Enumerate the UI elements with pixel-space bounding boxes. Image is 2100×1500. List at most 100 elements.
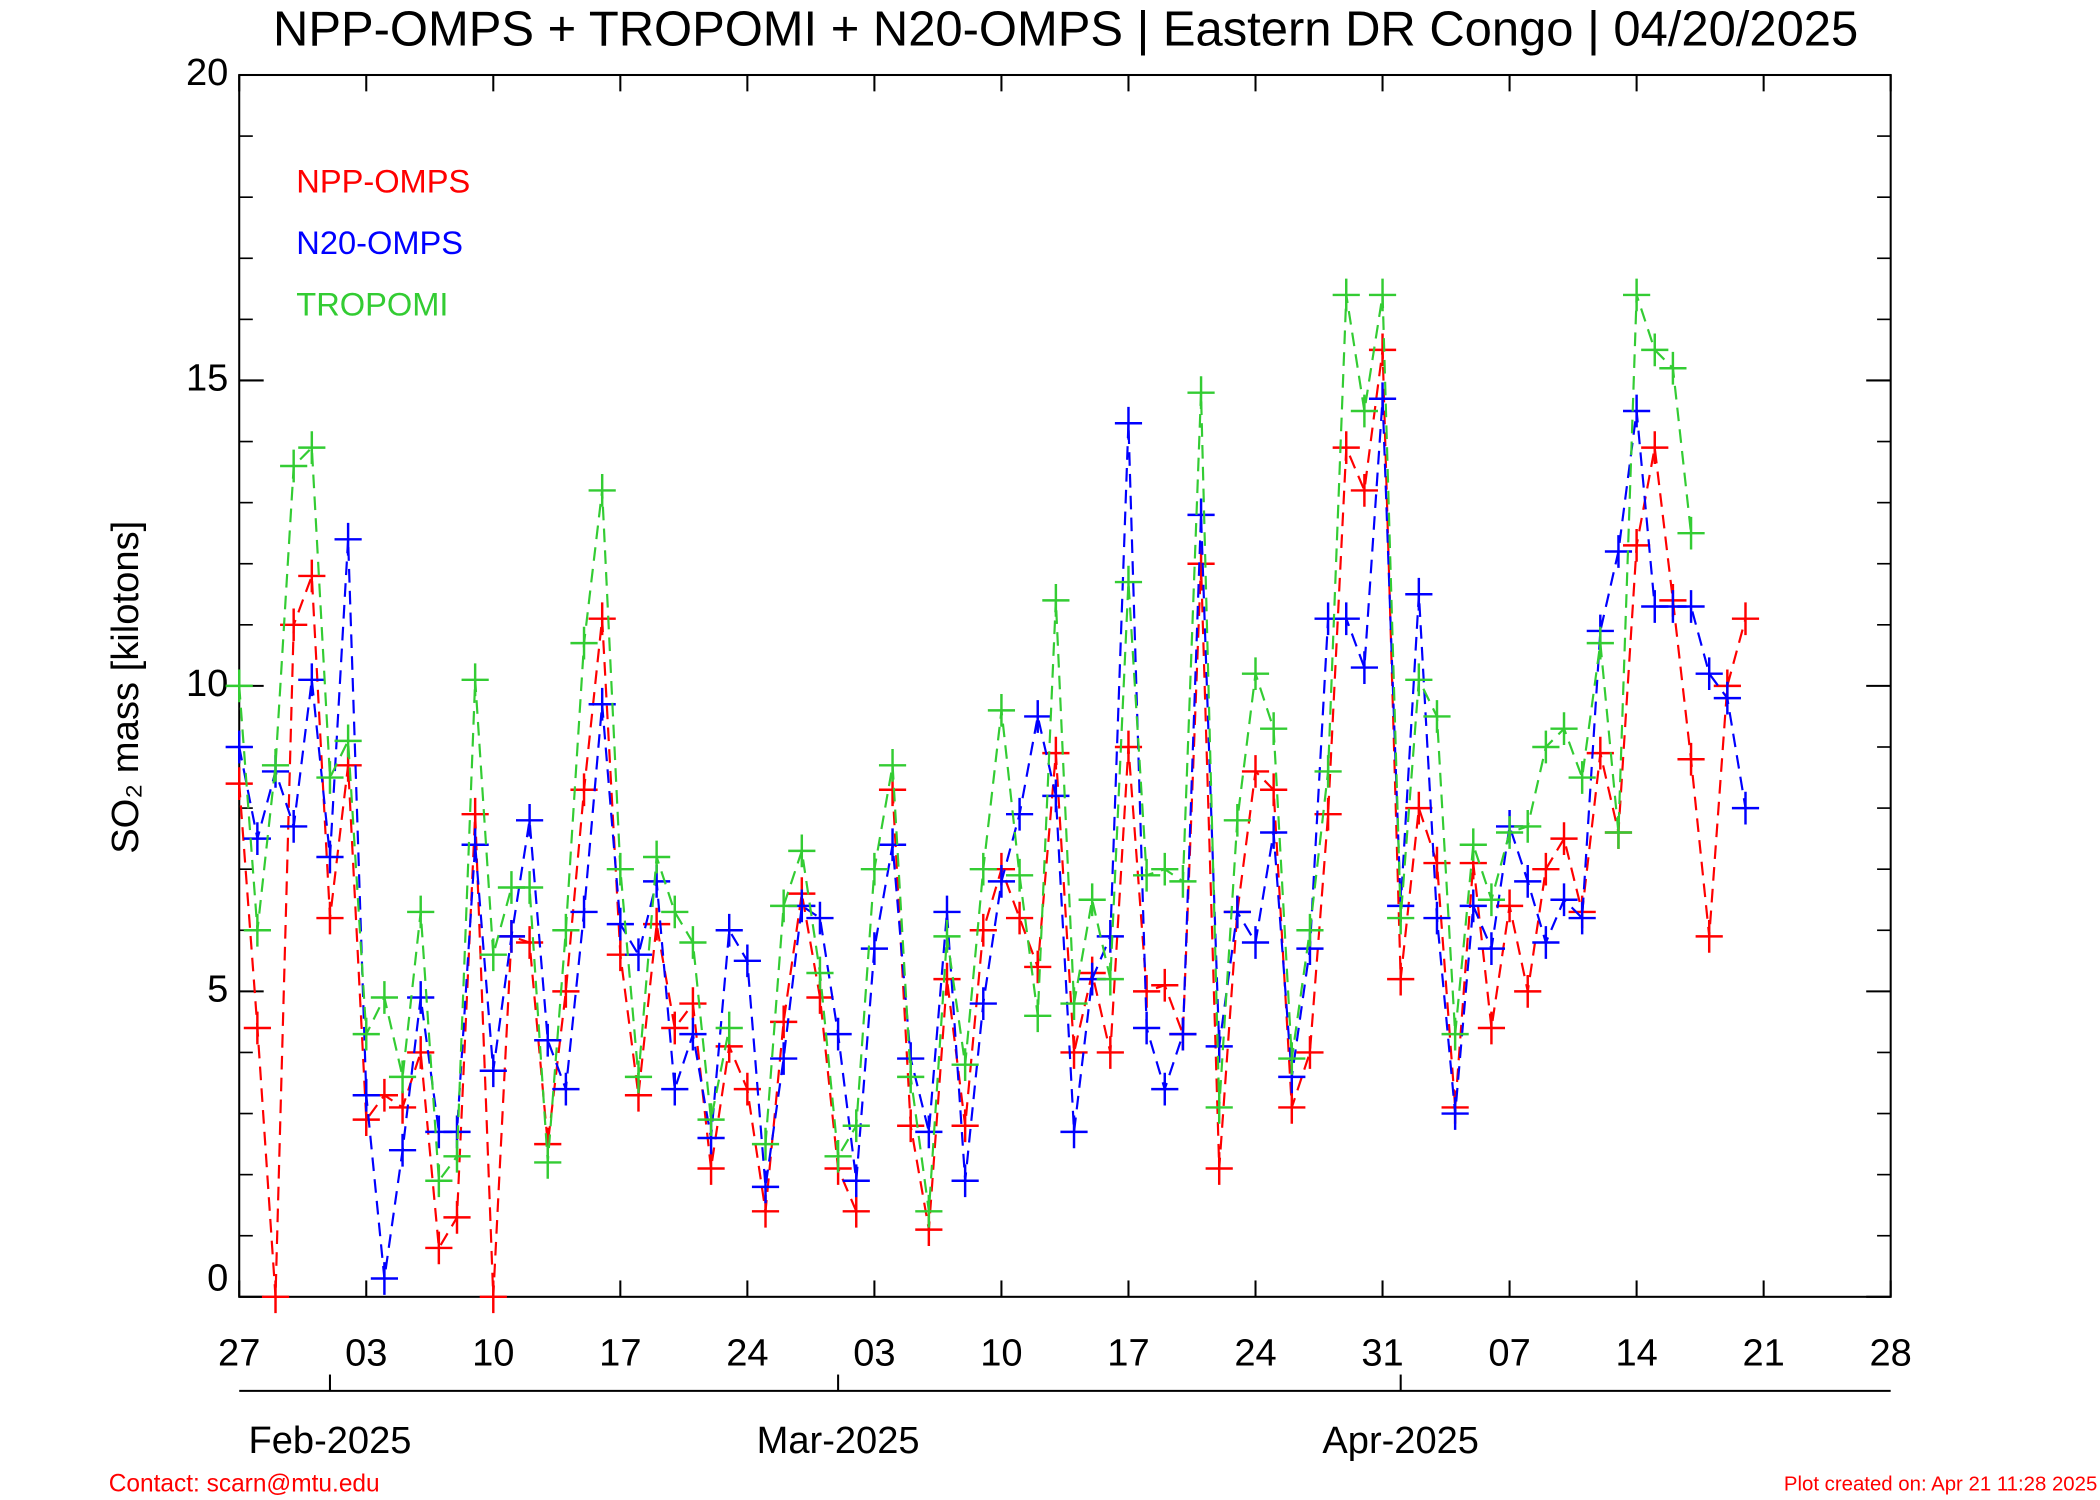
point-marker <box>806 956 834 990</box>
month-label: Apr-2025 <box>1322 1419 1479 1462</box>
point-marker <box>824 1017 852 1051</box>
point-marker <box>969 987 997 1020</box>
point-marker <box>1695 657 1723 691</box>
point-marker <box>1586 626 1614 660</box>
point-marker <box>1114 565 1143 599</box>
point-marker <box>661 1011 689 1045</box>
point-marker <box>515 871 544 904</box>
point-marker <box>1350 394 1378 428</box>
point-marker <box>1423 700 1451 733</box>
x-tick-label: 07 <box>1488 1331 1530 1374</box>
point-marker <box>1332 278 1360 312</box>
x-tick-label: 27 <box>218 1331 260 1374</box>
point-marker <box>298 431 326 465</box>
point-marker <box>987 865 1016 898</box>
point-marker <box>1405 577 1433 611</box>
point-marker <box>1586 736 1614 770</box>
point-marker <box>969 852 997 886</box>
point-marker <box>606 907 634 941</box>
point-marker <box>443 1201 471 1234</box>
point-marker <box>1024 999 1052 1033</box>
x-tick-label: 31 <box>1361 1331 1403 1374</box>
point-marker <box>715 913 743 947</box>
point-marker <box>1169 1017 1197 1051</box>
point-marker <box>661 895 689 929</box>
chart-title: NPP-OMPS + TROPOMI + N20-OMPS | Eastern … <box>273 3 1858 57</box>
point-marker <box>1459 828 1487 862</box>
point-marker <box>1060 1036 1088 1069</box>
x-tick-label: 28 <box>1870 1331 1912 1374</box>
point-marker <box>243 1011 271 1045</box>
point-marker <box>951 1109 979 1143</box>
point-marker <box>1405 663 1433 697</box>
month-label: Mar-2025 <box>757 1419 920 1462</box>
y-tick-label: 20 <box>186 51 228 94</box>
point-marker <box>316 901 344 935</box>
point-marker <box>1641 431 1669 465</box>
point-marker <box>1477 932 1506 965</box>
point-marker <box>1677 590 1705 623</box>
point-marker <box>1005 858 1034 892</box>
point-marker <box>316 761 344 794</box>
legend-entry: N20-OMPS <box>296 224 463 261</box>
point-marker <box>280 449 308 483</box>
point-marker <box>552 1072 580 1106</box>
point-marker <box>770 1042 798 1075</box>
point-marker <box>1695 920 1723 953</box>
point-marker <box>1623 278 1651 312</box>
point-marker <box>643 907 671 941</box>
point-marker <box>679 1017 707 1051</box>
point-marker <box>751 1170 780 1204</box>
point-marker <box>588 602 616 636</box>
created-note: Plot created on: Apr 21 11:28 2025 <box>1784 1473 2097 1495</box>
point-marker <box>1550 712 1578 746</box>
point-marker <box>1350 651 1378 684</box>
point-marker <box>1024 700 1052 733</box>
x-tick-label: 21 <box>1742 1331 1784 1374</box>
point-marker <box>679 926 707 959</box>
point-marker <box>1296 913 1324 947</box>
point-marker <box>425 1231 453 1265</box>
series-line <box>238 349 1747 1297</box>
point-marker <box>1332 431 1360 465</box>
point-marker <box>842 1194 870 1228</box>
point-marker <box>334 522 362 556</box>
point-marker <box>1278 1091 1306 1124</box>
point-marker <box>534 1023 562 1057</box>
point-marker <box>788 834 816 868</box>
point-marker <box>806 901 834 935</box>
point-marker <box>1477 883 1506 917</box>
point-marker <box>1731 602 1760 636</box>
point-marker <box>1169 865 1197 898</box>
point-marker <box>1205 1152 1233 1185</box>
point-marker <box>878 748 907 782</box>
contact-note: Contact: scarn@mtu.edu <box>109 1470 380 1497</box>
point-marker <box>1096 962 1124 996</box>
point-marker <box>770 889 798 923</box>
point-marker <box>842 1109 870 1143</box>
point-marker <box>1133 858 1161 892</box>
point-marker <box>679 987 707 1020</box>
point-marker <box>733 1072 761 1106</box>
point-marker <box>298 559 326 593</box>
point-marker <box>969 913 997 947</box>
point-marker <box>1241 755 1270 788</box>
point-marker <box>1550 883 1578 917</box>
point-marker <box>1241 657 1270 691</box>
point-marker <box>1151 1072 1179 1106</box>
point-marker <box>1024 950 1052 984</box>
y-tick-label: 10 <box>186 662 228 705</box>
point-marker <box>261 1280 290 1314</box>
point-marker <box>733 944 761 978</box>
point-marker <box>1532 926 1560 959</box>
point-marker <box>1278 1042 1306 1075</box>
point-marker <box>1477 1011 1506 1045</box>
point-marker <box>515 803 544 837</box>
point-marker <box>1314 797 1342 831</box>
point-marker <box>1423 846 1451 880</box>
point-marker <box>1387 962 1415 996</box>
point-marker <box>1532 852 1560 886</box>
point-marker <box>1495 816 1524 849</box>
point-marker <box>897 1109 925 1143</box>
